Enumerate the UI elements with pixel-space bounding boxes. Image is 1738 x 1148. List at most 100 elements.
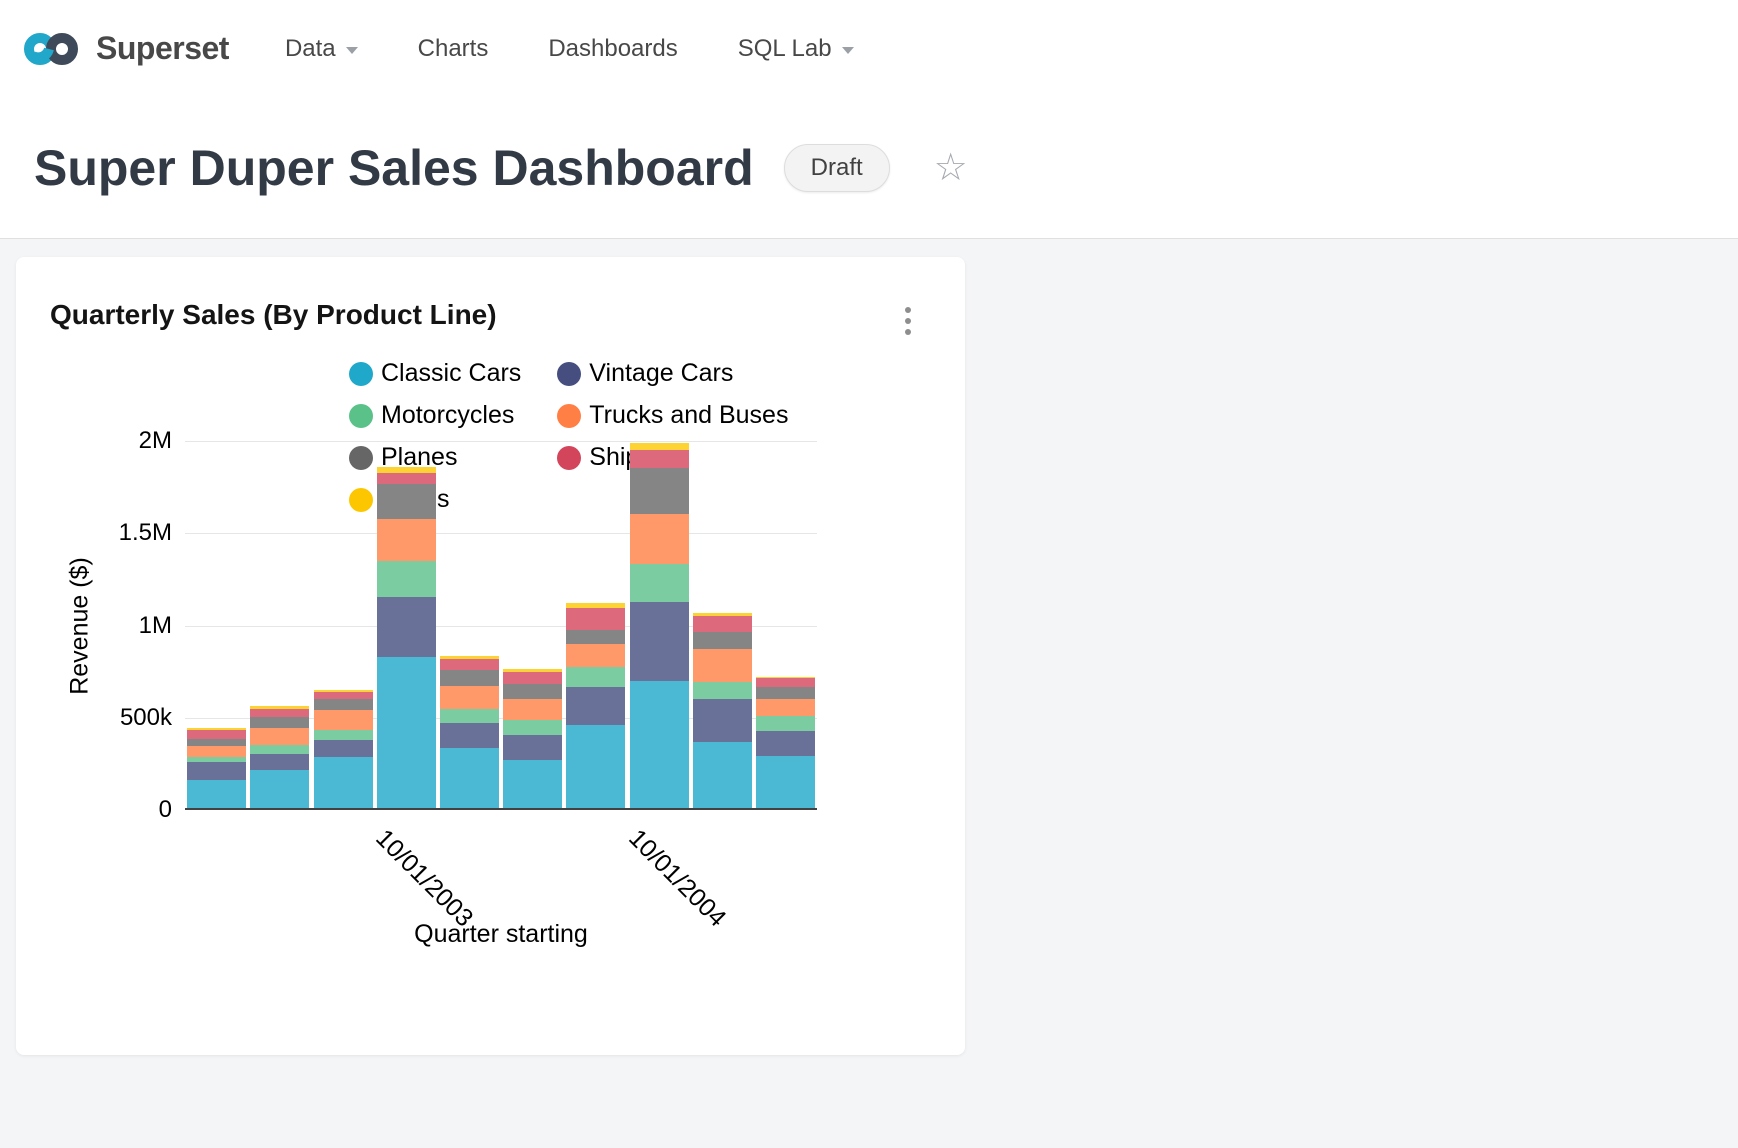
bar-segment[interactable]	[692, 648, 752, 682]
bar-segment[interactable]	[755, 731, 815, 756]
bar-segment[interactable]	[503, 668, 563, 672]
bar-segment[interactable]	[187, 729, 247, 739]
caret-down-icon	[841, 47, 854, 54]
bar-segment[interactable]	[313, 739, 373, 758]
bar-segment[interactable]	[503, 760, 563, 810]
legend-item[interactable]: Planes	[349, 443, 521, 472]
bar-segment[interactable]	[187, 762, 247, 781]
x-tick-label: 10/01/2004	[623, 824, 732, 933]
bar-segment[interactable]	[250, 769, 310, 810]
kebab-dot	[905, 307, 911, 313]
legend-item[interactable]: Classic Cars	[349, 359, 521, 388]
nav-item-dashboards[interactable]: Dashboards	[518, 35, 707, 63]
bar-segment[interactable]	[503, 735, 563, 761]
bar-segment[interactable]	[692, 632, 752, 649]
bar-segment[interactable]	[313, 691, 373, 700]
bar-segment[interactable]	[755, 755, 815, 810]
bar-segment[interactable]	[250, 727, 310, 746]
bar-segment[interactable]	[755, 715, 815, 732]
bar-segment[interactable]	[376, 472, 436, 485]
stacked-bar[interactable]	[692, 613, 752, 810]
bar-segment[interactable]	[503, 719, 563, 736]
legend-item[interactable]: Motorcycles	[349, 401, 521, 430]
bar-segment[interactable]	[566, 603, 626, 608]
nav-item-charts[interactable]: Charts	[388, 35, 519, 63]
stacked-bar[interactable]	[187, 727, 247, 810]
bar-segment[interactable]	[692, 613, 752, 617]
stacked-bar[interactable]	[566, 603, 626, 810]
bar-segment[interactable]	[629, 564, 689, 602]
bar-segment[interactable]	[187, 780, 247, 810]
bar-segment[interactable]	[439, 686, 499, 710]
bar-segment[interactable]	[313, 710, 373, 730]
bar-segment[interactable]	[755, 687, 815, 699]
bar-segment[interactable]	[629, 514, 689, 565]
stacked-bar[interactable]	[250, 706, 310, 810]
bar-segment[interactable]	[187, 727, 247, 730]
bar-segment[interactable]	[439, 723, 499, 749]
bar-segment[interactable]	[313, 757, 373, 810]
bar-segment[interactable]	[439, 748, 499, 810]
bar-segment[interactable]	[755, 677, 815, 679]
bar-segment[interactable]	[566, 644, 626, 668]
nav-item-label: SQL Lab	[737, 34, 832, 62]
legend-swatch-icon	[349, 403, 373, 428]
bar-segment[interactable]	[566, 687, 626, 726]
chart-options-button[interactable]	[893, 301, 923, 341]
bar-segment[interactable]	[250, 753, 310, 770]
bar-segment[interactable]	[187, 746, 247, 758]
bar-segment[interactable]	[313, 690, 373, 692]
bar-segment[interactable]	[755, 678, 815, 688]
bar-segment[interactable]	[566, 629, 626, 645]
bar-segment[interactable]	[376, 656, 436, 810]
bar-segment[interactable]	[439, 659, 499, 671]
bar-segment[interactable]	[439, 670, 499, 687]
bar-segment[interactable]	[376, 518, 436, 562]
stacked-bar[interactable]	[439, 656, 499, 810]
legend-item[interactable]: Vintage Cars	[557, 359, 788, 388]
bar-segment[interactable]	[376, 596, 436, 657]
bar-segment[interactable]	[250, 745, 310, 754]
bar-segment[interactable]	[629, 601, 689, 682]
legend-item[interactable]: Trucks and Buses	[557, 401, 788, 430]
bar-segment[interactable]	[313, 699, 373, 711]
bar-segment[interactable]	[250, 717, 310, 728]
bar-segment[interactable]	[629, 681, 689, 810]
bar-segment[interactable]	[629, 468, 689, 515]
stacked-bar[interactable]	[503, 668, 563, 810]
bar-slot	[754, 441, 817, 810]
favorite-star-icon[interactable]: ☆	[933, 146, 968, 189]
bar-segment[interactable]	[503, 684, 563, 700]
bar-segment[interactable]	[250, 708, 310, 718]
bar-segment[interactable]	[629, 442, 689, 450]
nav-item-sql-lab[interactable]: SQL Lab	[708, 35, 884, 63]
gridline	[185, 533, 817, 535]
stacked-bar[interactable]	[755, 677, 815, 810]
bar-segment[interactable]	[503, 699, 563, 720]
bar-segment[interactable]	[187, 738, 247, 747]
stacked-bar[interactable]	[629, 442, 689, 810]
bar-segment[interactable]	[692, 741, 752, 810]
nav-item-data[interactable]: Data	[255, 35, 388, 63]
bar-segment[interactable]	[566, 667, 626, 688]
bar-segment[interactable]	[313, 729, 373, 740]
bar-segment[interactable]	[629, 449, 689, 469]
bar-segment[interactable]	[566, 725, 626, 810]
bar-segment[interactable]	[692, 616, 752, 633]
chart-legend: Classic Cars Vintage Cars Motorcycles Truck…	[349, 359, 788, 514]
bar-segment[interactable]	[376, 466, 436, 473]
bar-segment[interactable]	[376, 484, 436, 519]
bar-segment[interactable]	[187, 757, 247, 763]
bar-segment[interactable]	[439, 656, 499, 660]
stacked-bar[interactable]	[376, 466, 436, 810]
bar-segment[interactable]	[755, 698, 815, 716]
bar-segment[interactable]	[692, 681, 752, 700]
bar-segment[interactable]	[503, 671, 563, 685]
bar-segment[interactable]	[376, 561, 436, 597]
bar-segment[interactable]	[566, 607, 626, 630]
bar-segment[interactable]	[692, 699, 752, 742]
bar-segment[interactable]	[250, 706, 310, 709]
stacked-bar[interactable]	[313, 690, 373, 810]
bar-segment[interactable]	[439, 709, 499, 724]
brand-logo[interactable]: Superset	[20, 29, 229, 69]
